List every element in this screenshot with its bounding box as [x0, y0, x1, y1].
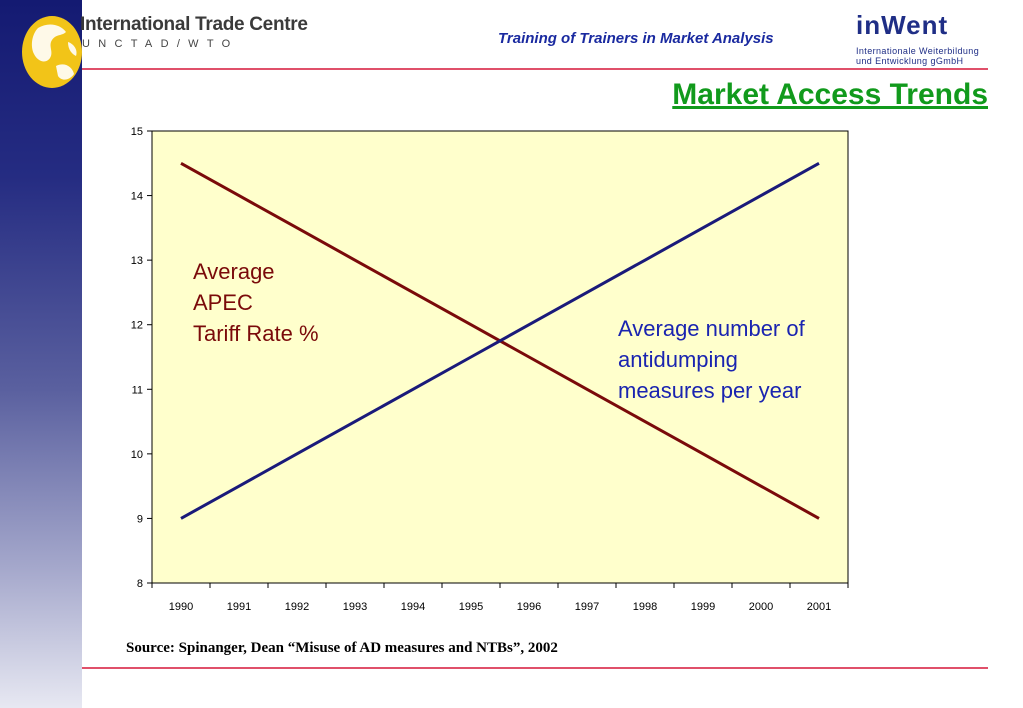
bottom-rule [82, 667, 988, 669]
x-tick-label: 1996 [517, 601, 541, 613]
page-title: Market Access Trends [672, 78, 988, 111]
partner-subtitle-1: Internationale Weiterbildung [856, 46, 980, 56]
y-tick-label: 9 [137, 513, 143, 525]
tariff-annotation-line-3: Tariff Rate % [193, 321, 319, 346]
x-tick-label: 1995 [459, 601, 483, 613]
inwent-logo: inWent Internationale Weiterbildung und … [852, 10, 1002, 70]
x-tick-label: 1999 [691, 601, 715, 613]
y-tick-label: 13 [131, 255, 143, 267]
antidumping-line [180, 161, 820, 520]
x-tick-label: 1990 [169, 601, 193, 613]
source-note: Source: Spinanger, Dean “Misuse of AD me… [126, 640, 558, 656]
tariff-annotation-line-1: Average [193, 259, 275, 284]
tariff-annotation: Average APEC Tariff Rate % [193, 256, 319, 349]
tariff-annotation-line-2: APEC [193, 290, 253, 315]
chart-axes: 8 9 10 11 12 13 14 15 1990 1991 1992 1993 1994 1995 19… [131, 126, 849, 613]
x-tick-label: 1993 [343, 601, 367, 613]
x-tick-label: 2000 [749, 601, 773, 613]
series-layer [180, 161, 820, 520]
antidumping-annotation-line-2: antidumping [618, 347, 738, 372]
org-subtitle: UNCTAD/WTO [82, 38, 239, 50]
sidebar-gradient [0, 0, 82, 708]
y-tick-label: 15 [131, 126, 143, 138]
top-rule [82, 68, 988, 70]
x-tick-label: 1997 [575, 601, 599, 613]
itc-logo [20, 6, 320, 96]
globe-icon [22, 16, 82, 88]
x-tick-label: 1991 [227, 601, 251, 613]
y-tick-label: 10 [131, 449, 143, 461]
partner-wordmark: inWent [856, 10, 949, 40]
org-name: International Trade Centre [80, 14, 308, 35]
partner-subtitle-2: und Entwicklung gGmbH [856, 56, 964, 66]
antidumping-annotation: Average number of antidumping measures p… [618, 313, 805, 406]
x-tick-label: 1992 [285, 601, 309, 613]
antidumping-annotation-line-1: Average number of [618, 316, 805, 341]
antidumping-annotation-line-3: measures per year [618, 378, 802, 403]
x-tick-label: 1994 [401, 601, 425, 613]
y-tick-label: 8 [137, 578, 143, 590]
y-tick-label: 14 [131, 191, 143, 203]
plot-area [151, 130, 849, 584]
tagline: Training of Trainers in Market Analysis [498, 30, 774, 47]
y-tick-label: 12 [131, 320, 143, 332]
x-tick-label: 1998 [633, 601, 657, 613]
y-tick-label: 11 [132, 384, 143, 396]
x-tick-label: 2001 [807, 601, 831, 613]
